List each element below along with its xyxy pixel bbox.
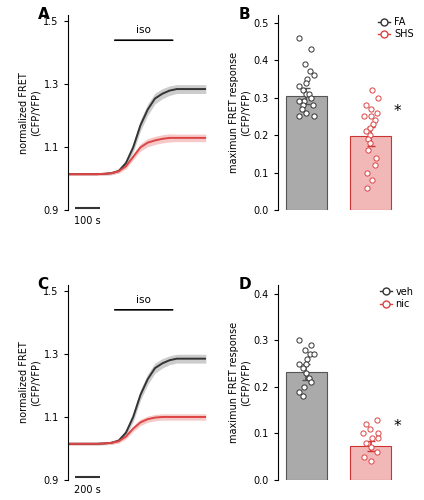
Point bbox=[370, 120, 377, 128]
Text: 200 s: 200 s bbox=[74, 486, 100, 496]
Point bbox=[359, 430, 366, 438]
Point bbox=[308, 378, 315, 386]
Point bbox=[296, 360, 303, 368]
Point bbox=[304, 75, 310, 83]
Point bbox=[302, 108, 309, 116]
Text: B: B bbox=[239, 7, 251, 22]
Point bbox=[299, 101, 306, 109]
Point bbox=[374, 448, 381, 456]
Point bbox=[363, 420, 369, 428]
Point bbox=[299, 364, 306, 372]
Point bbox=[369, 86, 376, 94]
Y-axis label: maximun FRET response
(CFP/YFP): maximun FRET response (CFP/YFP) bbox=[229, 52, 250, 174]
Point bbox=[296, 336, 303, 344]
Bar bbox=[350, 136, 391, 210]
Point bbox=[302, 346, 309, 354]
Point bbox=[302, 60, 309, 68]
Point bbox=[311, 71, 318, 79]
Point bbox=[363, 101, 369, 109]
Bar bbox=[350, 446, 391, 480]
Point bbox=[295, 112, 302, 120]
Point bbox=[296, 34, 303, 42]
Point bbox=[303, 369, 310, 377]
Point bbox=[361, 452, 368, 460]
Text: C: C bbox=[37, 277, 49, 292]
Text: iso: iso bbox=[136, 295, 151, 305]
Point bbox=[373, 154, 379, 162]
Point bbox=[310, 112, 317, 120]
Point bbox=[303, 78, 310, 86]
Point bbox=[296, 82, 303, 90]
Point bbox=[296, 388, 303, 396]
Point bbox=[362, 128, 369, 136]
Point bbox=[299, 392, 306, 400]
Point bbox=[311, 350, 318, 358]
Bar bbox=[286, 372, 327, 480]
Point bbox=[374, 430, 381, 438]
Point bbox=[367, 131, 374, 139]
Point bbox=[363, 184, 370, 192]
Point bbox=[304, 355, 310, 363]
Point bbox=[368, 112, 374, 120]
Point bbox=[298, 105, 305, 113]
Point bbox=[306, 90, 313, 98]
Point bbox=[365, 146, 372, 154]
Point bbox=[308, 45, 315, 53]
Point bbox=[308, 341, 315, 349]
Point bbox=[361, 112, 368, 120]
Point bbox=[296, 98, 303, 106]
Point bbox=[368, 105, 375, 113]
Text: D: D bbox=[239, 277, 251, 292]
Y-axis label: normalized FRET
(CFP/YFP): normalized FRET (CFP/YFP) bbox=[19, 72, 41, 154]
Point bbox=[374, 108, 381, 116]
Point bbox=[301, 383, 308, 391]
Point bbox=[301, 98, 308, 106]
Point bbox=[371, 116, 378, 124]
Point bbox=[368, 444, 375, 452]
Point bbox=[303, 90, 310, 98]
Text: A: A bbox=[37, 7, 49, 22]
Y-axis label: maximun FRET response
(CFP/YFP): maximun FRET response (CFP/YFP) bbox=[229, 322, 250, 443]
Point bbox=[307, 350, 314, 358]
Point bbox=[366, 425, 373, 433]
Legend: veh, nic: veh, nic bbox=[379, 286, 415, 310]
Point bbox=[369, 434, 376, 442]
Point bbox=[363, 439, 369, 447]
Point bbox=[310, 101, 317, 109]
Point bbox=[368, 176, 375, 184]
Text: *: * bbox=[394, 418, 402, 434]
Text: *: * bbox=[394, 104, 402, 119]
Point bbox=[308, 94, 315, 102]
Point bbox=[368, 458, 374, 466]
Point bbox=[367, 124, 374, 132]
Point bbox=[365, 135, 372, 143]
Point bbox=[303, 360, 310, 368]
Point bbox=[299, 86, 306, 94]
Point bbox=[307, 68, 314, 76]
Text: 100 s: 100 s bbox=[74, 216, 100, 226]
Legend: FA, SHS: FA, SHS bbox=[377, 16, 415, 40]
Y-axis label: normalized FRET
(CFP/YFP): normalized FRET (CFP/YFP) bbox=[19, 342, 41, 423]
Point bbox=[364, 169, 371, 177]
Bar bbox=[286, 96, 327, 210]
Point bbox=[306, 374, 313, 382]
Point bbox=[367, 138, 374, 146]
Point bbox=[375, 94, 382, 102]
Point bbox=[374, 416, 381, 424]
Point bbox=[372, 162, 379, 170]
Text: iso: iso bbox=[136, 26, 151, 36]
Point bbox=[375, 434, 382, 442]
